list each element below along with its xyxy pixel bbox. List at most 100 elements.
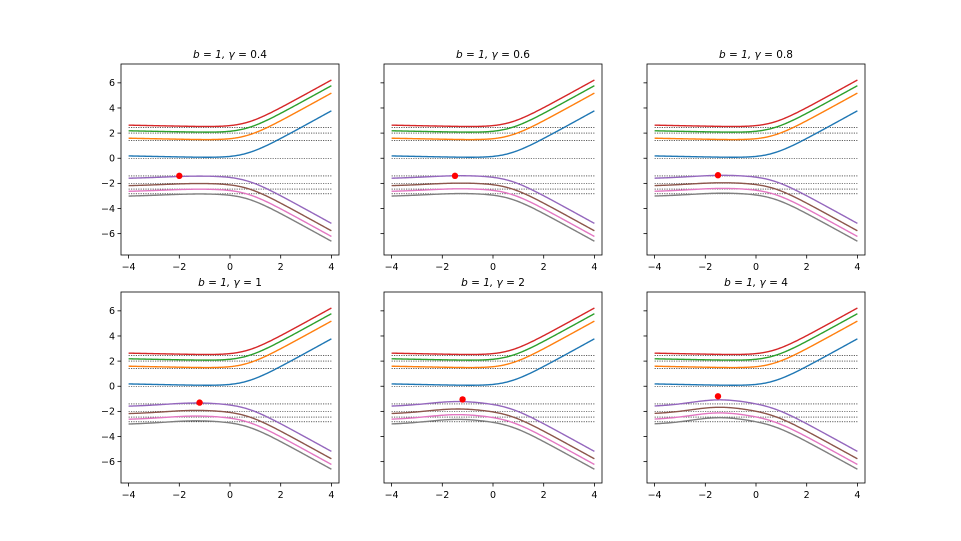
- y-tick-label: 6: [109, 78, 115, 89]
- title-value: 2: [518, 277, 525, 289]
- series-line-C4: [391, 400, 595, 453]
- subplot-1: −4 −2 0 2 4 6 4 2 0 −2 −4 −6 b = 1, γ = 0.4: [101, 49, 340, 273]
- y-tick-label: 0: [109, 382, 115, 393]
- x-tick-label: 2: [278, 262, 284, 273]
- series-line-C1: [654, 92, 858, 141]
- series-line-C2: [654, 313, 858, 361]
- series-line-C1: [654, 320, 858, 369]
- series-line-C1: [391, 320, 595, 369]
- subplot-3: −4 −2 0 2 4 b = 1, γ = 0.8: [643, 49, 866, 273]
- title-value: 4: [781, 277, 788, 289]
- critical-point-marker: [196, 399, 203, 406]
- x-tick-label: −4: [122, 262, 136, 273]
- subplot-5: −4 −2 0 2 4 b = 1, γ = 2: [380, 277, 603, 501]
- critical-point-marker: [176, 172, 183, 180]
- series-line-C0: [391, 338, 595, 386]
- series-line-C7: [391, 418, 595, 470]
- series-line-C1: [391, 92, 595, 141]
- series-line-C3: [391, 79, 595, 128]
- subplot-title: b = 1, γ = 2: [461, 277, 525, 289]
- x-tick-label: 2: [804, 262, 810, 273]
- series-line-C7: [391, 192, 595, 242]
- x-tick-label: 0: [753, 262, 759, 273]
- x-tick-label: −2: [435, 490, 449, 501]
- x-tick-label: 0: [227, 262, 233, 273]
- y-tick-label: −4: [101, 432, 115, 443]
- x-tick-label: 2: [541, 262, 547, 273]
- series-line-C1: [128, 92, 332, 141]
- y-tick-label: −6: [101, 229, 115, 240]
- subplot-title: b = 1, γ = 0.4: [193, 49, 267, 61]
- y-tick-label: 4: [109, 331, 115, 342]
- critical-point-marker: [451, 172, 459, 180]
- x-tick-label: 0: [753, 490, 759, 501]
- series-line-C0: [128, 338, 332, 386]
- series-line-C2: [128, 85, 332, 133]
- series-line-C6: [391, 413, 595, 466]
- x-tick-label: 2: [541, 490, 547, 501]
- series-line-C4: [391, 175, 595, 225]
- subplot-title: b = 1, γ = 1: [198, 277, 262, 289]
- title-prefix: b = 1, γ =: [193, 49, 250, 61]
- series-line-C3: [654, 307, 858, 356]
- x-tick-label: 4: [854, 490, 860, 501]
- title-prefix: b = 1, γ =: [461, 277, 518, 289]
- title-prefix: b = 1, γ =: [198, 277, 255, 289]
- axes-frame: [646, 291, 866, 484]
- x-tick-label: 2: [804, 490, 810, 501]
- x-tick-label: 4: [591, 262, 597, 273]
- title-prefix: b = 1, γ =: [719, 49, 776, 61]
- series-line-C5: [128, 409, 332, 460]
- y-tick-label: 2: [109, 128, 115, 139]
- y-tick-label: −2: [101, 179, 115, 190]
- axes-frame: [383, 63, 603, 256]
- series-line-C4: [128, 402, 332, 453]
- y-tick-label: −2: [101, 407, 115, 418]
- x-tick-label: 2: [278, 490, 284, 501]
- title-value: 0.8: [776, 49, 793, 61]
- y-tick-label: −6: [101, 457, 115, 468]
- series-line-C7: [654, 417, 858, 470]
- series-line-C2: [654, 85, 858, 133]
- series-line-C0: [654, 110, 858, 158]
- x-tick-label: −2: [172, 262, 186, 273]
- subplot-2: −4 −2 0 2 4 b = 1, γ = 0.6: [380, 49, 603, 273]
- series-line-C5: [128, 182, 332, 232]
- series-line-C7: [654, 192, 858, 242]
- series-line-C2: [128, 313, 332, 361]
- critical-point-marker: [459, 396, 466, 403]
- x-tick-label: 0: [490, 262, 496, 273]
- axes-frame: [120, 291, 340, 484]
- series-line-C6: [128, 188, 332, 238]
- series-line-C3: [391, 307, 595, 356]
- series-line-C3: [128, 307, 332, 356]
- series-line-C0: [128, 110, 332, 158]
- critical-point-marker: [714, 393, 722, 400]
- series-line-C2: [391, 313, 595, 361]
- subplot-4: −4 −2 0 2 4 6 4 2 0 −2 −4 −6 b = 1, γ = 1: [101, 277, 340, 501]
- y-tick-label: 0: [109, 154, 115, 165]
- title-value: 0.6: [513, 49, 530, 61]
- series-line-C0: [391, 110, 595, 158]
- series-line-C7: [128, 420, 332, 470]
- series-line-C6: [391, 188, 595, 238]
- series-line-C6: [654, 187, 858, 238]
- series-line-C2: [391, 85, 595, 133]
- y-tick-label: −4: [101, 204, 115, 215]
- x-tick-label: −2: [172, 490, 186, 501]
- series-line-C6: [128, 415, 332, 466]
- x-tick-label: 0: [490, 490, 496, 501]
- series-line-C7: [128, 193, 332, 242]
- series-line-C4: [654, 399, 858, 453]
- series-line-C4: [654, 174, 858, 225]
- y-tick-label: 4: [109, 103, 115, 114]
- series-line-C4: [128, 175, 332, 225]
- x-tick-label: −4: [648, 262, 662, 273]
- x-tick-label: −4: [122, 490, 136, 501]
- series-line-C5: [391, 408, 595, 460]
- series-line-C6: [654, 412, 858, 466]
- series-line-C5: [654, 406, 858, 460]
- x-tick-label: 4: [854, 262, 860, 273]
- axes-frame: [646, 63, 866, 256]
